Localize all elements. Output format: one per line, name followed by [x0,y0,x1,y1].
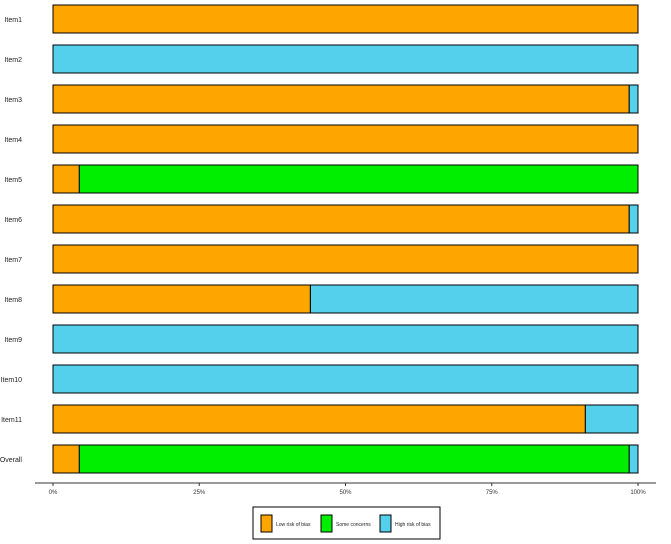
bar-item9-high-risk-of-bias [52,324,639,354]
legend-swatch [379,514,392,533]
category-label: Item8 [4,297,22,304]
category-label: Item6 [4,217,22,224]
x-tick-label: 50% [339,490,352,496]
legend-box [252,506,441,540]
legend-swatch [320,514,333,533]
bar-item6-low-risk-of-bias [52,204,630,234]
bar-overall-high-risk-of-bias [628,444,639,474]
x-tick-label: 25% [193,490,206,496]
category-labels: Item1 Item2 Item3 Item4 Item5 Item6 Item7 Item8… [0,17,22,464]
bar-item5-some-concerns [78,164,639,194]
legend-label: Low risk of bias [276,522,311,528]
legend-label: High risk of bias [395,522,431,528]
bar-item2-high-risk-of-bias [52,44,639,74]
bar-item3-high-risk-of-bias [628,84,639,114]
bar-overall-low-risk-of-bias [52,444,80,474]
legend: Low risk of bias Some concerns High risk o… [252,506,441,540]
bar-item6-high-risk-of-bias [628,204,639,234]
x-tick-label: 100% [630,490,646,496]
bar-item1-low-risk-of-bias [52,4,639,34]
category-label: Item5 [4,177,22,184]
bar-item8-low-risk-of-bias [52,284,311,314]
x-axis: 0% 25% 50% 75% 100% [35,482,656,496]
bar-item11-low-risk-of-bias [52,404,586,434]
category-label: Item1 [4,17,22,24]
x-tick-label: 75% [486,490,499,496]
bar-item3-low-risk-of-bias [52,84,630,114]
bar-item7-low-risk-of-bias [52,244,639,274]
bar-item5-low-risk-of-bias [52,164,80,194]
category-label: Item9 [4,337,22,344]
legend-label: Some concerns [336,522,371,528]
bar-item11-high-risk-of-bias [584,404,639,434]
bar-item8-high-risk-of-bias [309,284,639,314]
category-label: Item11 [1,417,22,424]
category-label: Overall [0,457,22,464]
bar-item10-high-risk-of-bias [52,364,639,394]
category-label: Item3 [4,97,22,104]
category-label: Item4 [4,137,22,144]
category-label: Item10 [1,377,23,384]
x-tick-label: 0% [49,490,58,496]
legend-swatch [260,514,273,533]
category-label: Item2 [4,57,22,64]
bars-layer [52,4,639,474]
bar-item4-low-risk-of-bias [52,124,639,154]
category-label: Item7 [4,257,22,264]
bar-overall-some-concerns [78,444,630,474]
